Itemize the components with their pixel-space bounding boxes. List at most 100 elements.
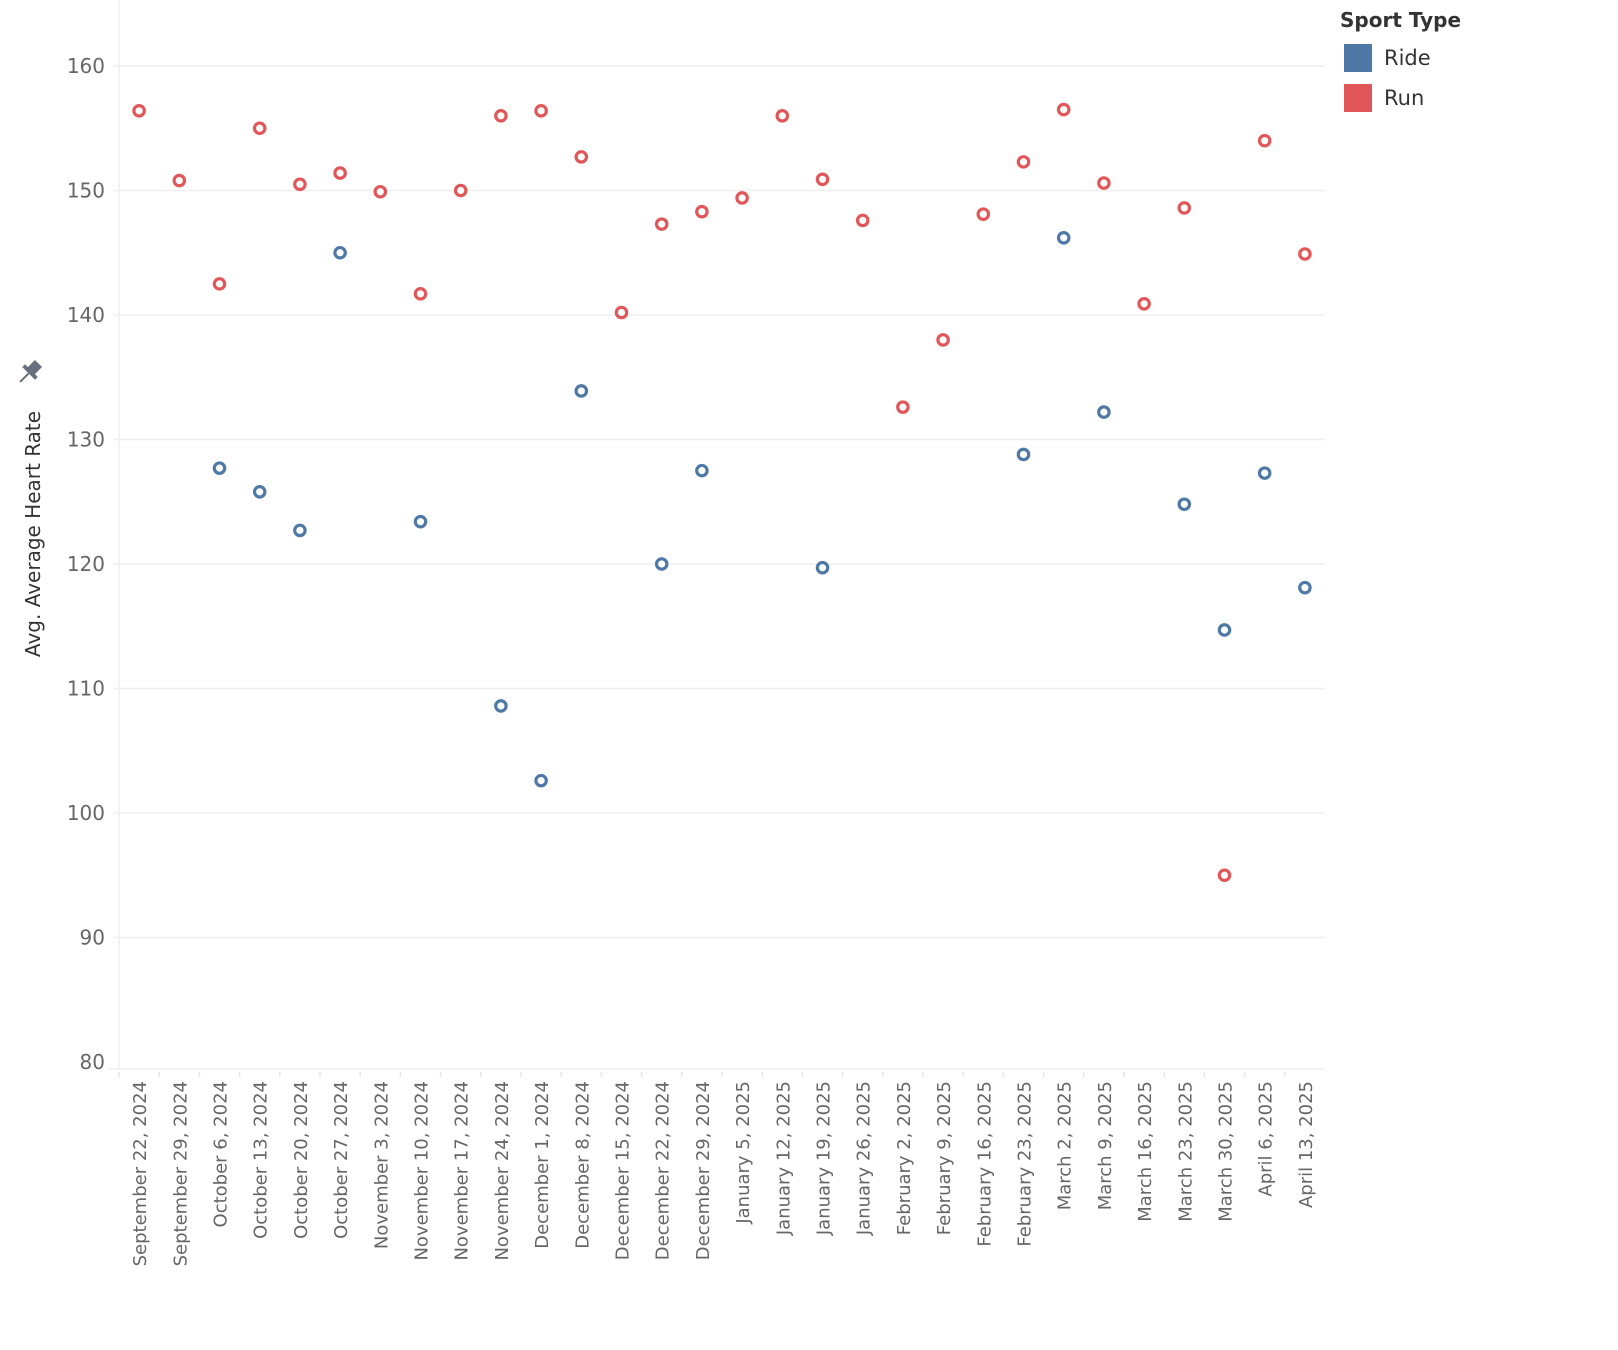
x-tick-label[interactable]: December 1, 2024 bbox=[532, 1081, 553, 1249]
x-tick-label[interactable]: September 29, 2024 bbox=[170, 1081, 191, 1266]
x-tick-label[interactable]: October 27, 2024 bbox=[331, 1081, 352, 1239]
data-point-ride[interactable] bbox=[1217, 623, 1232, 637]
gridlines bbox=[109, 0, 1325, 1070]
legend-swatch-ride bbox=[1344, 44, 1372, 72]
data-point-ride[interactable] bbox=[1097, 405, 1111, 419]
data-point-run[interactable] bbox=[775, 109, 790, 123]
x-tick-label[interactable]: March 23, 2025 bbox=[1175, 1081, 1196, 1222]
x-tick-label[interactable]: February 23, 2025 bbox=[1015, 1081, 1036, 1247]
data-point-run[interactable] bbox=[373, 184, 388, 199]
data-point-ride[interactable] bbox=[1016, 447, 1031, 462]
x-tick-label[interactable]: March 30, 2025 bbox=[1216, 1081, 1237, 1222]
x-tick-label[interactable]: September 22, 2024 bbox=[130, 1081, 151, 1266]
data-point-ride[interactable] bbox=[494, 699, 508, 713]
data-point-run[interactable] bbox=[1016, 155, 1031, 169]
data-point-run[interactable] bbox=[1097, 176, 1111, 190]
data-point-run[interactable] bbox=[1177, 201, 1192, 215]
pin-icon[interactable] bbox=[14, 357, 45, 388]
data-point-ride[interactable] bbox=[1257, 466, 1272, 480]
data-point-ride[interactable] bbox=[654, 557, 669, 571]
x-tick-label[interactable]: November 17, 2024 bbox=[452, 1081, 473, 1261]
data-point-run[interactable] bbox=[574, 150, 589, 164]
data-point-run[interactable] bbox=[212, 277, 227, 291]
legend-label: Ride bbox=[1384, 46, 1431, 70]
x-tick-label[interactable]: January 5, 2025 bbox=[733, 1081, 754, 1225]
legend-title: Sport Type bbox=[1340, 8, 1462, 32]
data-point-run[interactable] bbox=[1298, 247, 1312, 261]
data-point-run[interactable] bbox=[855, 213, 870, 228]
legend-item-run[interactable]: Run bbox=[1340, 78, 1461, 118]
data-point-ride[interactable] bbox=[1177, 497, 1192, 512]
data-point-run[interactable] bbox=[132, 104, 146, 118]
x-tick-label[interactable]: March 2, 2025 bbox=[1055, 1081, 1076, 1210]
x-tick-label[interactable]: November 3, 2024 bbox=[371, 1081, 392, 1249]
data-point-run[interactable] bbox=[896, 400, 910, 414]
data-points bbox=[132, 102, 1312, 883]
data-point-run[interactable] bbox=[936, 333, 950, 347]
legend: Sport Type Ride Run bbox=[1340, 8, 1461, 118]
y-tick-label: 120 bbox=[67, 552, 105, 576]
y-tick-label: 140 bbox=[67, 303, 105, 327]
y-axis-title[interactable]: Avg. Average Heart Rate bbox=[21, 411, 45, 657]
data-point-ride[interactable] bbox=[815, 560, 830, 575]
y-axis: 80 90 100 110 120 130 140 150 160 bbox=[67, 54, 105, 1074]
data-point-run[interactable] bbox=[1056, 102, 1071, 117]
data-point-ride[interactable] bbox=[1298, 580, 1312, 595]
x-tick-label[interactable]: November 10, 2024 bbox=[412, 1081, 433, 1261]
y-tick-label: 100 bbox=[67, 801, 105, 825]
data-point-run[interactable] bbox=[252, 121, 267, 136]
x-axis: September 22, 2024 September 29, 2024 Octo… bbox=[118, 1072, 1317, 1266]
y-tick-label: 150 bbox=[67, 179, 105, 203]
data-point-ride[interactable] bbox=[212, 461, 227, 475]
data-point-run[interactable] bbox=[534, 104, 548, 118]
data-point-ride[interactable] bbox=[1056, 231, 1071, 245]
x-tick-label[interactable]: December 8, 2024 bbox=[572, 1081, 593, 1249]
x-tick-label[interactable]: December 15, 2024 bbox=[613, 1081, 634, 1260]
data-point-run[interactable] bbox=[172, 173, 187, 188]
legend-item-ride[interactable]: Ride bbox=[1340, 38, 1461, 78]
data-point-run[interactable] bbox=[614, 305, 629, 320]
data-point-run[interactable] bbox=[293, 177, 307, 192]
x-tick-label[interactable]: February 2, 2025 bbox=[894, 1081, 915, 1235]
x-tick-label[interactable]: January 26, 2025 bbox=[854, 1081, 875, 1236]
x-tick-label[interactable]: January 12, 2025 bbox=[773, 1081, 794, 1236]
y-tick-label: 160 bbox=[67, 54, 105, 78]
x-tick-label[interactable]: October 13, 2024 bbox=[251, 1081, 272, 1239]
x-tick-label[interactable]: December 22, 2024 bbox=[653, 1081, 674, 1260]
data-point-run[interactable] bbox=[1217, 868, 1232, 883]
x-tick-label[interactable]: March 9, 2025 bbox=[1095, 1081, 1116, 1210]
data-point-run[interactable] bbox=[695, 204, 709, 219]
x-tick-label[interactable]: February 9, 2025 bbox=[934, 1081, 955, 1235]
data-point-ride[interactable] bbox=[695, 463, 709, 478]
data-point-ride[interactable] bbox=[293, 523, 307, 538]
data-point-ride[interactable] bbox=[574, 384, 589, 398]
x-tick-label[interactable]: December 29, 2024 bbox=[693, 1081, 714, 1260]
y-tick-label: 110 bbox=[67, 677, 105, 701]
x-tick-label[interactable]: November 24, 2024 bbox=[492, 1081, 513, 1261]
data-point-ride[interactable] bbox=[333, 245, 347, 260]
data-point-ride[interactable] bbox=[534, 773, 548, 788]
x-tick-label[interactable]: April 6, 2025 bbox=[1256, 1081, 1277, 1197]
x-tick-label[interactable]: March 16, 2025 bbox=[1135, 1081, 1156, 1222]
x-tick-label[interactable]: April 13, 2025 bbox=[1296, 1081, 1317, 1208]
data-point-run[interactable] bbox=[494, 109, 508, 123]
data-point-run[interactable] bbox=[976, 207, 991, 221]
data-point-run[interactable] bbox=[333, 166, 347, 180]
data-point-ride[interactable] bbox=[413, 514, 428, 529]
y-tick-label: 90 bbox=[80, 926, 105, 950]
x-tick-label[interactable]: October 20, 2024 bbox=[291, 1081, 312, 1239]
legend-swatch-run bbox=[1344, 84, 1372, 112]
x-tick-label[interactable]: October 6, 2024 bbox=[211, 1081, 232, 1227]
data-point-run[interactable] bbox=[1257, 133, 1272, 148]
data-point-run[interactable] bbox=[815, 172, 830, 187]
y-tick-label: 130 bbox=[67, 428, 105, 452]
x-tick-label[interactable]: January 19, 2025 bbox=[814, 1081, 835, 1236]
data-point-run[interactable] bbox=[735, 191, 749, 205]
x-tick-label[interactable]: February 16, 2025 bbox=[974, 1081, 995, 1247]
data-point-run[interactable] bbox=[1137, 296, 1151, 311]
data-point-run[interactable] bbox=[654, 217, 669, 231]
data-point-run[interactable] bbox=[413, 287, 428, 301]
data-point-ride[interactable] bbox=[252, 484, 267, 499]
data-point-run[interactable] bbox=[453, 183, 468, 198]
